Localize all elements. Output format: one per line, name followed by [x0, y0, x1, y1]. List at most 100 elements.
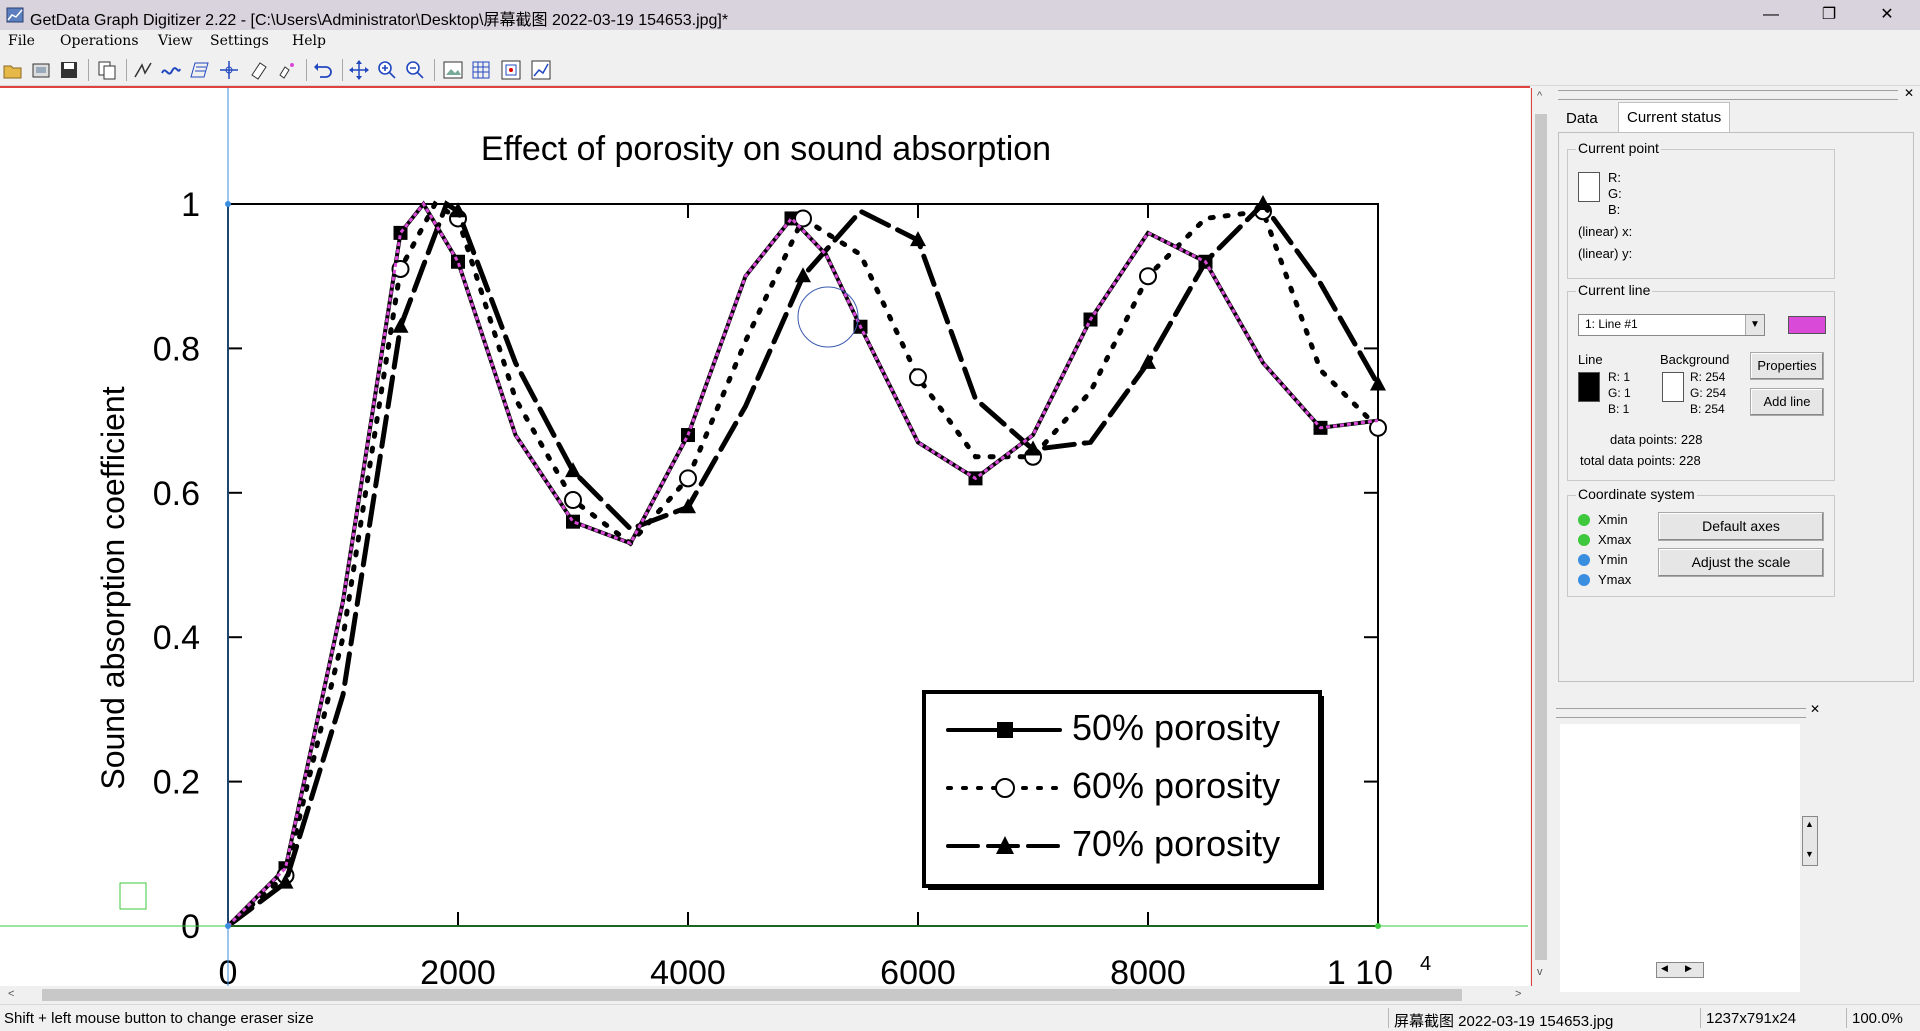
x-tick-label: 8000 [1110, 954, 1186, 986]
zoom-out-icon[interactable] [404, 59, 426, 81]
preview-vertical-scroll[interactable]: ▲ ▼ [1802, 816, 1818, 866]
horizontal-scrollbar[interactable]: < > [0, 986, 1530, 1004]
preview-down-icon[interactable]: ▼ [1805, 849, 1814, 859]
chevron-down-icon[interactable]: ▼ [1745, 315, 1764, 335]
line-select[interactable]: 1: Line #1 ▼ [1578, 314, 1765, 336]
preview-left-icon[interactable]: ◀ [1661, 963, 1668, 973]
scroll-up-arrow[interactable]: ^ [1537, 90, 1543, 102]
preview-up-icon[interactable]: ▲ [1805, 819, 1814, 829]
scroll-down-arrow[interactable]: v [1537, 966, 1543, 978]
xmin-label[interactable]: Xmin [1598, 512, 1628, 527]
vertical-scroll-thumb[interactable] [1535, 114, 1547, 960]
panel-grip[interactable] [1558, 90, 1898, 100]
toolbar-separator [126, 59, 127, 81]
save-icon[interactable] [58, 59, 80, 81]
total-data-points-label: total data points: 228 [1580, 453, 1701, 468]
panel-close-icon[interactable]: ✕ [1904, 86, 1915, 100]
preview-close-icon[interactable]: ✕ [1810, 702, 1821, 716]
current-line-label: Current line [1576, 282, 1653, 298]
series-marker-triangle [1370, 375, 1386, 391]
preview-grip[interactable] [1556, 708, 1806, 718]
scroll-right-arrow[interactable]: > [1515, 988, 1522, 1000]
legend-marker-triangle [996, 836, 1014, 854]
eraser-cursor [119, 882, 147, 910]
adjust-scale-button[interactable]: Adjust the scale [1658, 548, 1824, 577]
preview-horizontal-scroll[interactable]: ◀ ▶ [1656, 962, 1704, 978]
vertical-scrollbar[interactable]: ^ v [1532, 86, 1550, 986]
background-b: B: 254 [1690, 402, 1725, 416]
add-line-button[interactable]: Add line [1750, 388, 1824, 416]
point-r-label: R: [1608, 170, 1621, 185]
point-y-label: (linear) y: [1578, 246, 1633, 261]
scan-icon[interactable] [30, 59, 52, 81]
background-label: Background [1660, 352, 1730, 367]
scale-icon[interactable] [500, 59, 522, 81]
xmax-label[interactable]: Xmax [1598, 532, 1632, 547]
default-axes-button[interactable]: Default axes [1658, 512, 1824, 541]
minimize-button[interactable]: — [1763, 6, 1779, 23]
graph-icon[interactable] [530, 59, 552, 81]
menu-bar: File Operations View Settings Help [0, 30, 1920, 53]
point-g-label: G: [1608, 186, 1622, 201]
line-rgb-swatch [1578, 372, 1600, 402]
status-dimensions: 1237x791x24 [1706, 1010, 1797, 1027]
eraser-icon[interactable] [248, 59, 270, 81]
point-b-label: B: [1608, 202, 1621, 217]
preview-right-icon[interactable]: ▶ [1685, 963, 1692, 973]
properties-button[interactable]: Properties [1750, 352, 1824, 380]
move-icon[interactable] [348, 59, 370, 81]
eraser-points-icon[interactable] [276, 59, 298, 81]
scroll-left-arrow[interactable]: < [8, 988, 15, 1000]
coordinate-system-label: Coordinate system [1576, 486, 1697, 502]
series-marker-triangle [1255, 195, 1271, 210]
series-line-1 [225, 200, 1381, 929]
point-capture-icon[interactable] [132, 59, 154, 81]
series-marker-triangle [795, 267, 811, 283]
maximize-button[interactable]: ❐ [1821, 6, 1837, 23]
copy-icon[interactable] [96, 59, 118, 81]
ymin-label[interactable]: Ymin [1598, 552, 1628, 567]
axis-icon[interactable] [218, 59, 240, 81]
menu-file[interactable]: File [8, 33, 35, 49]
open-icon[interactable] [2, 59, 24, 81]
menu-settings[interactable]: Settings [210, 33, 269, 49]
zoom-in-icon[interactable] [376, 59, 398, 81]
chart-image[interactable]: Effect of porosity on sound absorption S… [0, 88, 1528, 986]
x-tick-label: 6000 [880, 954, 956, 986]
data-points-label: data points: 228 [1610, 432, 1703, 447]
line-capture-icon[interactable] [160, 59, 182, 81]
legend-marker-square [997, 722, 1013, 738]
series-marker-circle [1139, 267, 1157, 286]
chart-legend: 50% porosity 60% porosity 70% porosity [922, 690, 1324, 890]
undo-icon[interactable] [312, 59, 334, 81]
status-zoom: 100.0% [1852, 1010, 1903, 1027]
x-tick-label: 4000 [650, 954, 726, 986]
menu-help[interactable]: Help [292, 33, 326, 49]
status-filename: 屏幕截图 2022-03-19 154653.jpg [1394, 1013, 1614, 1030]
toolbar-separator [88, 59, 89, 81]
app-icon [6, 7, 24, 23]
tab-data[interactable]: Data [1566, 110, 1598, 127]
menu-view[interactable]: View [158, 33, 193, 49]
horizontal-scroll-thumb[interactable] [42, 989, 1462, 1001]
series-marker-square [566, 514, 580, 529]
close-button[interactable]: ✕ [1880, 6, 1894, 23]
series-line-2 [225, 200, 1381, 929]
ymax-label[interactable]: Ymax [1598, 572, 1632, 587]
eraser-circle [797, 286, 859, 348]
series-marker-circle [564, 491, 582, 510]
menu-operations[interactable]: Operations [60, 33, 139, 49]
origin-marker [225, 923, 231, 929]
image-icon[interactable] [442, 59, 464, 81]
line-g: G: 1 [1608, 386, 1631, 400]
ymax-marker [225, 201, 231, 207]
image-canvas[interactable]: Effect of porosity on sound absorption S… [0, 86, 1533, 988]
tab-current-status[interactable]: Current status [1618, 102, 1731, 133]
series-marker-circle [794, 209, 812, 228]
grid-icon[interactable] [470, 59, 492, 81]
digitized-line [226, 201, 1379, 928]
status-divider [1846, 1008, 1847, 1028]
area-capture-icon[interactable] [190, 59, 212, 81]
line-color-swatch[interactable] [1788, 316, 1826, 334]
status-hint: Shift + left mouse button to change eras… [4, 1010, 314, 1027]
